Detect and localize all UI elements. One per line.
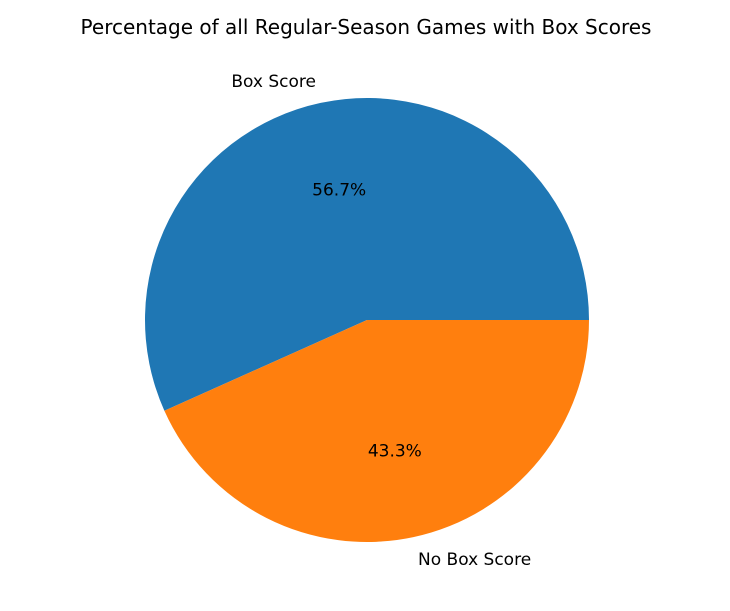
slice-percent-label: 56.7% [312,181,366,201]
pie-slice-box-score [144,97,589,411]
chart-title: Percentage of all Regular-Season Games w… [81,15,652,39]
slice-percent-label: 43.3% [368,441,422,461]
slice-label: Box Score [231,72,316,92]
slice-label: No Box Score [418,550,531,570]
pie-slice-no-box-score [164,320,590,542]
